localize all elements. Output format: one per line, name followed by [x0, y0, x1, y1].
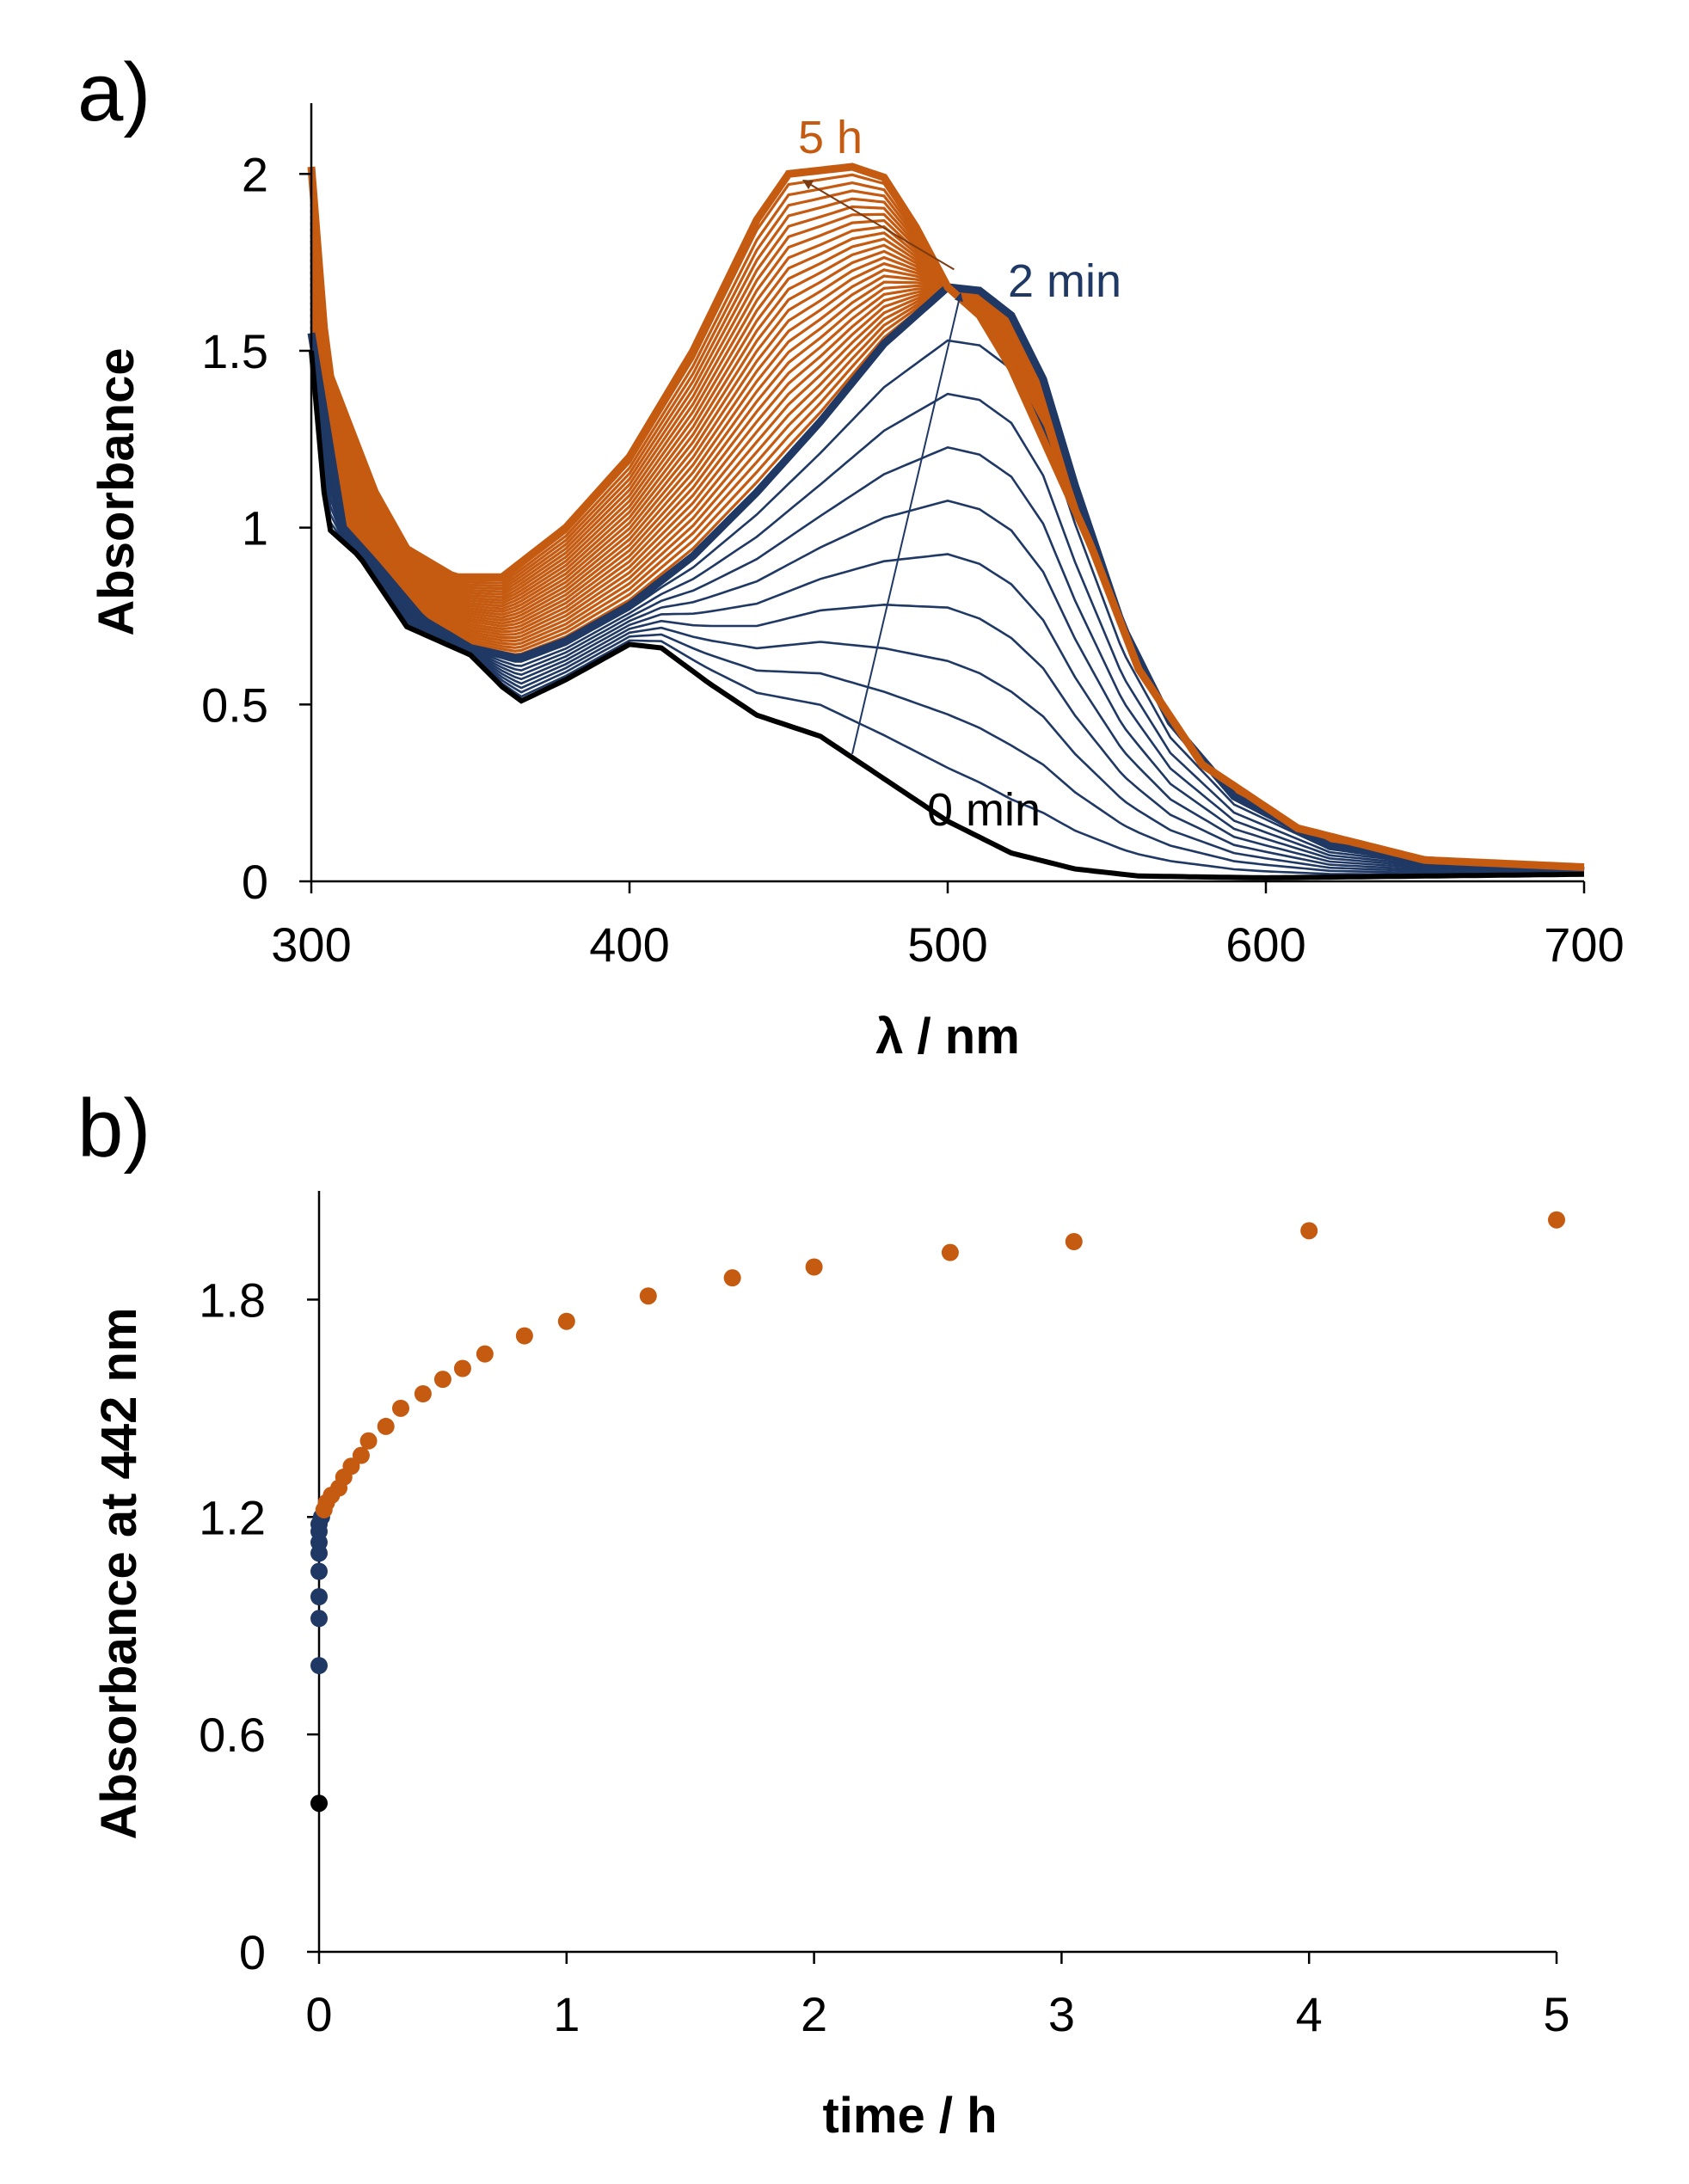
spectrum-curve-navy [310, 338, 1585, 874]
data-point-orange [352, 1446, 370, 1464]
arrow-2min-to-5h [802, 179, 955, 271]
data-point-orange [941, 1243, 959, 1261]
y-axis-title: Absorbance at 442 nm [91, 1308, 147, 1840]
scatter-points [310, 1211, 1565, 1813]
y-axis-title: Absorbance [89, 347, 144, 635]
panel-b-ticks: 0 1 2 3 4 5 0 0.6 1.2 1.8 [199, 1273, 1569, 2041]
data-point-navy [310, 1588, 328, 1605]
y-tick-label: 0 [239, 1925, 266, 1979]
annotation-5h: 5 h [798, 112, 863, 163]
panel-a-spectra-chart: a) 300 400 500 600 700 0 0.5 1 1.5 2 5 h 2 min 0 … [77, 46, 1625, 1064]
annotation-0min: 0 min [927, 784, 1041, 836]
x-axis-title: λ / nm [875, 1009, 1020, 1064]
data-point-orange [342, 1457, 360, 1475]
x-tick-label: 300 [271, 917, 351, 972]
spectrum-curve-orange [310, 191, 1585, 869]
y-tick-label: 1 [242, 501, 268, 555]
spectrum-curve-orange [310, 210, 1585, 870]
data-point-orange [1548, 1211, 1565, 1229]
spectrum-curve-orange [310, 271, 1585, 871]
data-point-orange [377, 1417, 395, 1435]
x-tick-label: 700 [1544, 917, 1624, 972]
panel-a-label: a) [77, 46, 150, 138]
y-tick-label: 1.5 [201, 324, 268, 378]
x-tick-label: 0 [305, 1987, 332, 2041]
spectrum-curve-orange [310, 228, 1585, 870]
x-axis-title: time / h [822, 2088, 997, 2144]
y-tick-label: 0 [242, 855, 268, 909]
annotation-arrows [802, 179, 963, 755]
x-tick-label: 4 [1296, 1987, 1323, 2041]
data-point-orange [723, 1269, 741, 1287]
x-tick-label: 500 [907, 917, 987, 972]
data-point-orange [639, 1287, 657, 1305]
data-point-navy [310, 1610, 328, 1628]
spectrum-curve-navy [310, 345, 1585, 874]
data-point-orange [391, 1399, 409, 1417]
spectrum-curve-5h [307, 163, 1585, 871]
spectrum-curve-navy [310, 336, 1585, 873]
spectrum-curve-0min [309, 350, 1585, 880]
x-tick-label: 600 [1225, 917, 1305, 972]
x-tick-label: 1 [553, 1987, 580, 2041]
y-tick-label: 1.8 [199, 1273, 266, 1327]
data-point-navy [310, 1562, 328, 1580]
data-point-orange [805, 1258, 823, 1276]
panel-b-label: b) [77, 1083, 150, 1175]
spectrum-curve-navy [310, 340, 1585, 874]
y-tick-label: 2 [242, 147, 268, 201]
data-point-orange [476, 1345, 494, 1363]
spectrum-curve-navy [310, 347, 1585, 875]
data-point-orange [1300, 1222, 1318, 1240]
spectrum-curve-orange [310, 265, 1585, 871]
data-point-orange [1065, 1233, 1083, 1250]
x-tick-label: 400 [589, 917, 669, 972]
data-point-navy [310, 1657, 328, 1675]
data-point-orange [515, 1327, 533, 1345]
spectrum-curve-orange [310, 234, 1585, 870]
spectra-curves [307, 163, 1585, 880]
panel-a-ticks: 300 400 500 600 700 0 0.5 1 1.5 2 [201, 147, 1625, 972]
y-tick-label: 1.2 [199, 1490, 266, 1544]
spectrum-curve-orange [310, 216, 1585, 870]
y-tick-label: 0.6 [199, 1708, 266, 1762]
data-point-black [310, 1794, 328, 1813]
panel-b-kinetics-chart: b) 0 1 2 3 4 5 0 0.6 1.2 1.8 time / h Absorbance … [77, 1083, 1570, 2144]
data-point-orange [433, 1371, 451, 1389]
annotation-2min: 2 min [1008, 255, 1121, 307]
y-tick-label: 0.5 [201, 678, 268, 732]
spectrum-curve-navy [310, 341, 1585, 874]
spectrum-curve-orange [310, 173, 1585, 869]
data-point-orange [414, 1385, 432, 1402]
arrow-0min-to-2min [851, 292, 963, 755]
x-tick-label: 2 [801, 1987, 827, 2041]
x-tick-label: 5 [1543, 1987, 1569, 2041]
x-tick-label: 3 [1048, 1987, 1075, 2041]
spectrum-curve-orange [310, 222, 1585, 870]
data-point-orange [359, 1432, 378, 1450]
data-point-orange [453, 1359, 471, 1377]
spectrum-curve-navy [310, 343, 1585, 874]
data-point-orange [557, 1312, 575, 1330]
